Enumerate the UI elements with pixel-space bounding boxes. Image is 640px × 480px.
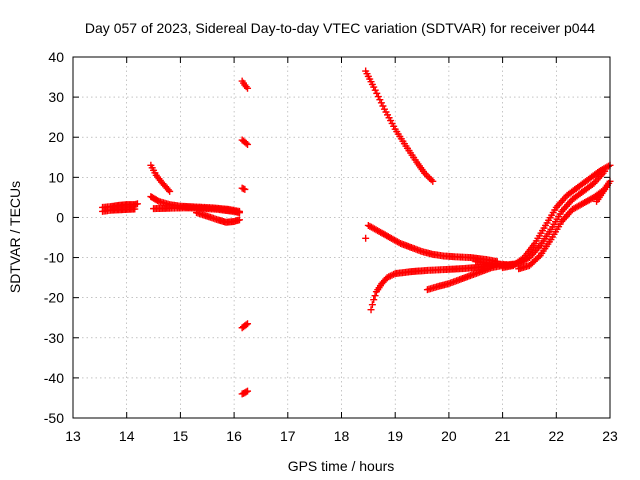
data-point bbox=[535, 253, 543, 261]
data-point bbox=[429, 177, 437, 185]
data-point bbox=[242, 139, 250, 147]
data-point bbox=[422, 171, 430, 179]
data-point bbox=[164, 186, 172, 194]
x-tick-label: 20 bbox=[441, 428, 457, 444]
data-point bbox=[368, 301, 376, 309]
data-point bbox=[244, 387, 252, 395]
data-series bbox=[362, 234, 370, 242]
data-series bbox=[193, 209, 243, 226]
x-tick-label: 13 bbox=[65, 428, 81, 444]
data-series bbox=[362, 67, 437, 185]
data-point bbox=[244, 84, 252, 92]
data-point bbox=[376, 96, 384, 104]
y-tick-label: -20 bbox=[44, 290, 64, 306]
grid bbox=[73, 57, 610, 418]
data-point bbox=[424, 173, 432, 181]
data-series bbox=[238, 184, 249, 193]
data-point bbox=[421, 169, 429, 177]
data-series bbox=[238, 320, 252, 332]
data-point bbox=[362, 234, 370, 242]
data-point bbox=[371, 86, 379, 94]
x-tick-label: 15 bbox=[173, 428, 189, 444]
data-series bbox=[238, 77, 252, 92]
data-point bbox=[373, 89, 381, 97]
x-tick-label: 14 bbox=[119, 428, 135, 444]
y-tick-label: 40 bbox=[48, 49, 64, 65]
x-axis-ticks: 13 14 15 16 17 18 19 20 21 22 23 bbox=[65, 57, 618, 444]
data-point bbox=[166, 187, 174, 195]
data-point bbox=[386, 272, 394, 280]
data-point bbox=[604, 162, 612, 170]
x-tick-label: 22 bbox=[549, 428, 565, 444]
data-point bbox=[242, 321, 250, 329]
data-point bbox=[385, 273, 393, 281]
data-point bbox=[370, 296, 378, 304]
data-series bbox=[238, 387, 252, 398]
data-series bbox=[593, 181, 611, 205]
data-point bbox=[241, 185, 249, 193]
y-tick-label: 20 bbox=[48, 129, 64, 145]
data-point bbox=[383, 274, 391, 282]
y-tick-label: -30 bbox=[44, 330, 64, 346]
x-tick-label: 18 bbox=[334, 428, 350, 444]
data-point bbox=[131, 205, 139, 213]
data-series bbox=[147, 161, 174, 195]
data-point bbox=[235, 216, 243, 224]
y-tick-label: 10 bbox=[48, 169, 64, 185]
data-series bbox=[499, 161, 614, 272]
y-axis-title: SDTVAR / TECUs bbox=[7, 181, 23, 293]
data-point bbox=[374, 93, 382, 101]
data-series bbox=[99, 205, 139, 215]
x-tick-label: 17 bbox=[280, 428, 296, 444]
chart-title: Day 057 of 2023, Sidereal Day-to-day VTE… bbox=[85, 20, 595, 36]
data-series bbox=[150, 204, 243, 217]
x-tick-label: 16 bbox=[226, 428, 242, 444]
data-point bbox=[377, 99, 385, 107]
data-series bbox=[423, 261, 517, 294]
x-tick-label: 19 bbox=[387, 428, 403, 444]
data-point bbox=[427, 176, 435, 184]
data-point bbox=[367, 306, 375, 314]
data-point bbox=[244, 140, 252, 148]
y-tick-label: 30 bbox=[48, 89, 64, 105]
data-series bbox=[238, 136, 252, 148]
series-layer bbox=[99, 67, 614, 398]
data-point bbox=[242, 83, 250, 91]
y-tick-label: -40 bbox=[44, 370, 64, 386]
data-point bbox=[388, 271, 396, 279]
data-point bbox=[395, 239, 403, 247]
data-point bbox=[244, 320, 252, 328]
data-point bbox=[371, 292, 379, 300]
data-point bbox=[235, 209, 243, 217]
y-tick-label: -50 bbox=[44, 410, 64, 426]
data-point bbox=[390, 270, 398, 278]
data-point bbox=[133, 200, 141, 208]
data-point bbox=[519, 255, 527, 263]
x-tick-label: 21 bbox=[495, 428, 511, 444]
data-point bbox=[379, 102, 387, 110]
x-axis-title: GPS time / hours bbox=[288, 458, 395, 474]
y-tick-label: 0 bbox=[56, 209, 64, 225]
x-tick-label: 23 bbox=[602, 428, 618, 444]
data-point bbox=[242, 388, 250, 396]
data-point bbox=[370, 83, 378, 91]
data-series bbox=[515, 177, 614, 273]
y-tick-label: -10 bbox=[44, 250, 64, 266]
data-point bbox=[426, 174, 434, 182]
y-axis-ticks: -50 -40 -30 -20 -10 0 10 20 30 40 bbox=[44, 49, 610, 426]
